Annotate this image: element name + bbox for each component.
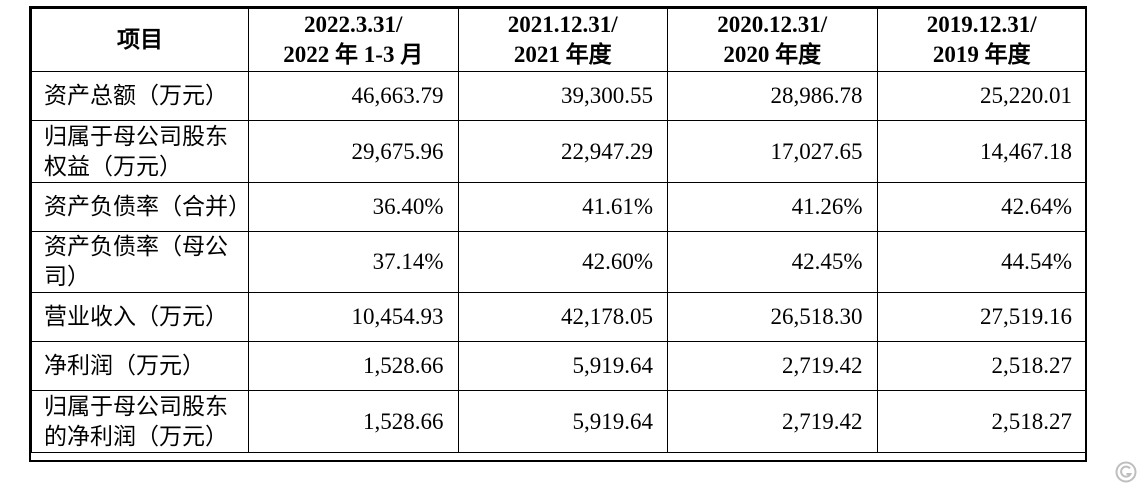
header-col-line1: 2019.12.31/ [926, 12, 1037, 37]
cell-value: 14,467.18 [876, 120, 1087, 183]
row-label: 资产总额（万元） [31, 71, 249, 121]
header-col-line2: 2019 年度 [932, 42, 1031, 67]
header-col-2019: 2019.12.31/ 2019 年度 [876, 8, 1087, 72]
cell-value: 17,027.65 [667, 120, 878, 183]
table-row: 净利润（万元） 1,528.66 5,919.64 2,719.42 2,518… [31, 341, 1087, 391]
table-row: 归属于母公司股东的净利润（万元） 1,528.66 5,919.64 2,719… [31, 390, 1087, 453]
row-label: 净利润（万元） [31, 341, 249, 391]
cell-value: 41.26% [667, 182, 878, 232]
row-label: 资产负债率（合并） [31, 182, 251, 232]
header-col-line2: 2021 年度 [513, 42, 612, 67]
cell-value: 27,519.16 [876, 292, 1087, 342]
cell-value: 10,454.93 [248, 292, 459, 342]
cell-value: 1,528.66 [248, 390, 459, 453]
header-col-line1: 2020.12.31/ [717, 12, 828, 37]
table-row: 归属于母公司股东权益（万元） 29,675.96 22,947.29 17,02… [31, 120, 1087, 183]
row-label: 归属于母公司股东的净利润（万元） [31, 390, 249, 453]
cell-value: 42,178.05 [457, 292, 668, 342]
header-col-line2: 2022 年 1-3 月 [283, 42, 424, 67]
cell-value: 41.61% [457, 182, 668, 232]
table-header-row: 项目 2022.3.31/ 2022 年 1-3 月 2021.12.31/ 2… [31, 8, 1087, 72]
cell-value: 37.14% [248, 231, 459, 293]
row-label: 营业收入（万元） [31, 292, 249, 342]
header-col-line1: 2022.3.31/ [304, 12, 403, 37]
header-col-line1: 2021.12.31/ [507, 12, 618, 37]
table-row: 营业收入（万元） 10,454.93 42,178.05 26,518.30 2… [31, 292, 1087, 342]
header-col-2021: 2021.12.31/ 2021 年度 [457, 8, 668, 72]
gelonghui-logo-icon [1115, 461, 1137, 483]
cell-value: 5,919.64 [457, 390, 668, 453]
cell-value: 44.54% [876, 231, 1087, 293]
cell-value: 39,300.55 [457, 71, 668, 121]
cell-value: 36.40% [248, 182, 459, 232]
header-col-2022q1: 2022.3.31/ 2022 年 1-3 月 [248, 8, 459, 72]
header-col-line2: 2020 年度 [723, 42, 822, 67]
table-row: 资产负债率（母公司） 37.14% 42.60% 42.45% 44.54% [31, 231, 1087, 293]
cell-value: 42.64% [876, 182, 1087, 232]
table-row: 资产总额（万元） 46,663.79 39,300.55 28,986.78 2… [31, 71, 1087, 121]
cell-value: 5,919.64 [457, 341, 668, 391]
cell-value: 2,719.42 [667, 341, 878, 391]
cell-value: 22,947.29 [457, 120, 668, 183]
cell-value: 2,719.42 [667, 390, 878, 453]
cell-value: 46,663.79 [248, 71, 459, 121]
row-label: 归属于母公司股东权益（万元） [31, 120, 249, 183]
header-item: 项目 [31, 8, 249, 72]
cell-value: 2,518.27 [876, 390, 1087, 453]
cell-value: 29,675.96 [248, 120, 459, 183]
cell-value: 25,220.01 [876, 71, 1087, 121]
cell-value: 42.45% [667, 231, 878, 293]
cell-value: 42.60% [457, 231, 668, 293]
financial-summary-table: 项目 2022.3.31/ 2022 年 1-3 月 2021.12.31/ 2… [31, 8, 1087, 453]
cell-value: 1,528.66 [248, 341, 459, 391]
cell-value: 2,518.27 [876, 341, 1087, 391]
header-col-2020: 2020.12.31/ 2020 年度 [667, 8, 878, 72]
cell-value: 26,518.30 [667, 292, 878, 342]
watermark [1115, 459, 1137, 485]
table-row: 资产负债率（合并） 36.40% 41.61% 41.26% 42.64% [31, 182, 1087, 232]
cell-value: 28,986.78 [667, 71, 878, 121]
row-label: 资产负债率（母公司） [31, 231, 249, 293]
